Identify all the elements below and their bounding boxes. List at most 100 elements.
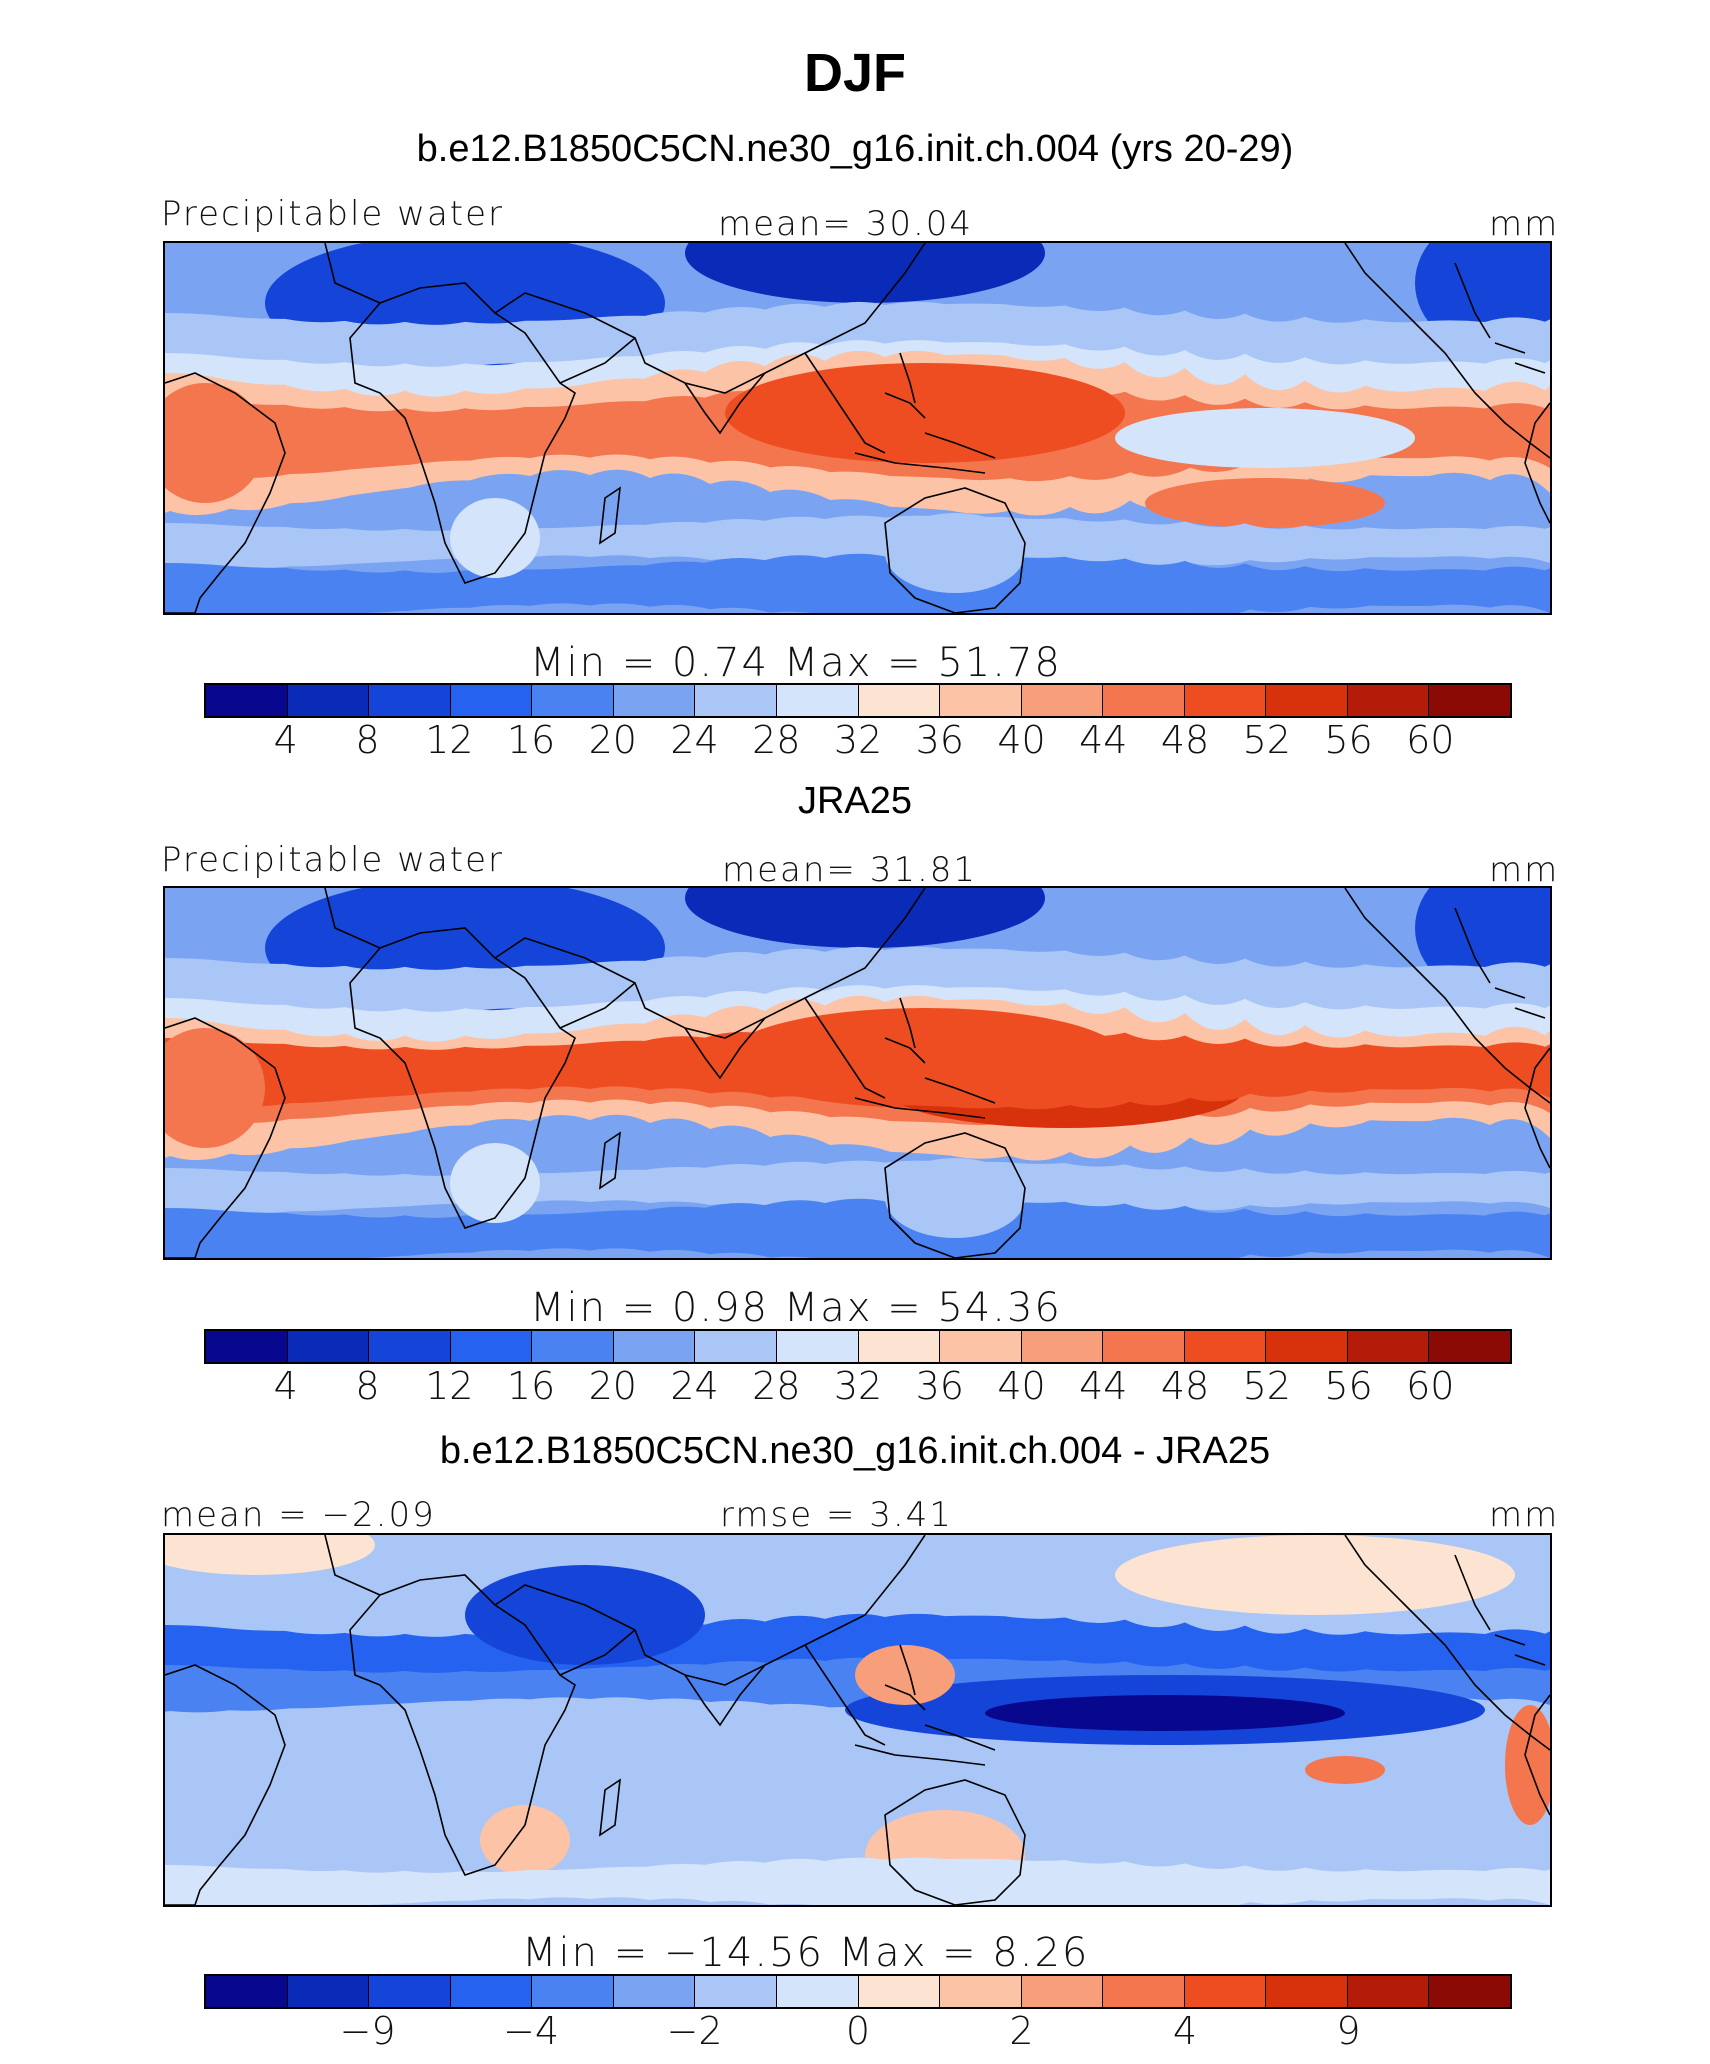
colorbar-swatch: [1184, 1331, 1267, 1362]
panel1-mean-label: mean= 30.04: [718, 204, 974, 244]
panel3-rmse-label: rmse = 3.41: [720, 1495, 953, 1535]
colorbar-tick-label: 8: [355, 718, 380, 762]
australia-field: [885, 513, 1025, 593]
colorbar-swatch: [450, 685, 533, 716]
coastline: [599, 486, 621, 545]
colorbar-tick-label: 48: [1160, 1364, 1210, 1408]
colorbar-tick-label: −2: [666, 2009, 723, 2053]
colorbar-swatch: [1103, 1976, 1185, 2007]
colorbar-swatch: [613, 685, 696, 716]
colorbar-tick-label: 24: [670, 718, 719, 762]
coastline: [324, 243, 926, 394]
itcz-band: [165, 1026, 1550, 1110]
colorbar-tick-label: 40: [997, 1364, 1046, 1408]
panel2-units-label: mm: [1489, 850, 1560, 890]
coastline: [884, 1779, 1026, 1905]
coastline: [599, 1131, 621, 1190]
coastline: [884, 487, 1026, 613]
panel2-subtitle: JRA25: [797, 780, 913, 822]
colorbar-swatch: [1347, 1976, 1430, 2007]
colorbar-swatch: [1021, 685, 1104, 716]
positive-north-atlantic: [165, 1535, 375, 1575]
colorbar-swatch: [1266, 1976, 1348, 2007]
amazon-moist: [165, 1028, 265, 1148]
positive-north-pacific: [1115, 1535, 1515, 1615]
colorbar-swatch: [1103, 685, 1185, 716]
colorbar-swatch: [532, 1976, 614, 2007]
coastline: [1524, 1694, 1550, 1816]
coastline: [349, 282, 576, 584]
colorbar-swatch: [776, 1976, 859, 2007]
colorbar-tick-label: 16: [506, 718, 556, 762]
colorbar-tick-label: 24: [670, 1364, 719, 1408]
colorbar-tick-label: 44: [1079, 1364, 1128, 1408]
colorbar-tick-label: 4: [273, 718, 298, 762]
coastline: [165, 372, 286, 613]
coastline: [165, 1017, 286, 1258]
colorbar-tick-label: 60: [1406, 718, 1455, 762]
colorbar-swatch: [287, 1331, 370, 1362]
panel1-map-svg: [165, 243, 1550, 613]
panel2-colorbar-ticks: 4 8 12 16 20 24 28 32 36 40 44 48 52 56 60: [0, 1364, 1710, 1414]
south-africa-field: [450, 498, 540, 578]
panel1-left-label: Precipitable water: [161, 194, 505, 234]
coastline: [165, 1664, 286, 1905]
panel2-colorbar: [204, 1329, 1512, 1364]
spcz-band: [1145, 478, 1385, 528]
panel1-colorbar-ticks: 4 8 12 16 20 24 28 32 36 40 44 48 52 56 60: [0, 718, 1710, 768]
colorbar-swatch: [369, 685, 451, 716]
coastline: [1524, 1047, 1550, 1169]
coastline: [559, 337, 766, 435]
positive-andes: [1505, 1705, 1550, 1825]
colorbar-swatch: [1347, 1331, 1430, 1362]
coastline: [559, 1629, 766, 1727]
amazon-moist: [165, 383, 265, 503]
colorbar-tick-label: 4: [273, 1364, 298, 1408]
colorbar-tick-label: 20: [588, 718, 637, 762]
coastline: [324, 1535, 926, 1686]
coastline: [1344, 243, 1550, 459]
colorbar-swatch: [858, 1331, 941, 1362]
coastline: [1454, 262, 1546, 374]
coastline: [349, 1574, 576, 1876]
coastline: [1344, 888, 1550, 1104]
coastline: [1454, 1554, 1546, 1666]
panel2-minmax: Min = 0.98 Max = 54.36: [530, 1285, 1062, 1331]
colorbar-swatch: [369, 1331, 451, 1362]
colorbar-tick-label: 36: [915, 1364, 964, 1408]
coastline: [324, 888, 926, 1039]
colorbar-tick-label: 44: [1079, 718, 1128, 762]
coastline: [559, 982, 766, 1080]
colorbar-tick-label: −9: [339, 2009, 396, 2053]
coastline: [1454, 907, 1546, 1019]
positive-south-africa: [480, 1805, 570, 1875]
colorbar-tick-label: 48: [1160, 718, 1210, 762]
colorbar-tick-label: 32: [833, 1364, 883, 1408]
coastline: [1344, 1535, 1550, 1751]
colorbar-tick-label: 12: [425, 718, 474, 762]
colorbar-swatch: [940, 1331, 1022, 1362]
positive-east-pacific: [1305, 1756, 1385, 1784]
panel3-colorbar-ticks: −9 −4 −2 0 2 4 9: [0, 2009, 1710, 2059]
australia-field: [885, 1158, 1025, 1238]
colorbar-swatch: [1266, 685, 1348, 716]
panel1-colorbar: [204, 683, 1512, 718]
panel2-map-svg: [165, 888, 1550, 1258]
colorbar-swatch: [532, 1331, 614, 1362]
panel1-minmax: Min = 0.74 Max = 51.78: [530, 640, 1062, 686]
colorbar-tick-label: 36: [915, 718, 964, 762]
colorbar-swatch: [695, 1976, 777, 2007]
colorbar-swatch: [206, 685, 288, 716]
colorbar-swatch: [858, 1976, 941, 2007]
colorbar-swatch: [1266, 1331, 1348, 1362]
negative-min-pacific: [985, 1695, 1345, 1731]
colorbar-swatch: [450, 1976, 533, 2007]
double-itcz-gap: [1115, 408, 1415, 468]
colorbar-tick-label: 32: [833, 718, 883, 762]
positive-philippines: [855, 1645, 955, 1705]
colorbar-swatch: [287, 1976, 370, 2007]
colorbar-swatch: [287, 685, 370, 716]
coastline: [349, 927, 576, 1229]
colorbar-swatch: [613, 1976, 696, 2007]
colorbar-swatch: [613, 1331, 696, 1362]
